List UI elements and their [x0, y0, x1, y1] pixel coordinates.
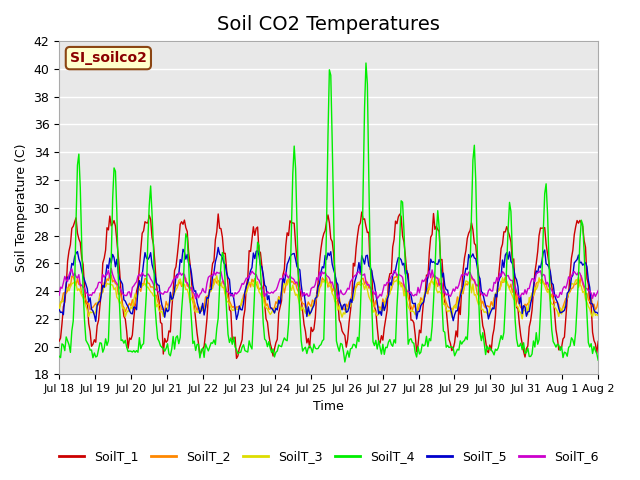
- Text: SI_soilco2: SI_soilco2: [70, 51, 147, 65]
- X-axis label: Time: Time: [314, 400, 344, 413]
- Title: Soil CO2 Temperatures: Soil CO2 Temperatures: [217, 15, 440, 34]
- Legend: SoilT_1, SoilT_2, SoilT_3, SoilT_4, SoilT_5, SoilT_6: SoilT_1, SoilT_2, SoilT_3, SoilT_4, Soil…: [54, 445, 604, 468]
- Y-axis label: Soil Temperature (C): Soil Temperature (C): [15, 144, 28, 272]
